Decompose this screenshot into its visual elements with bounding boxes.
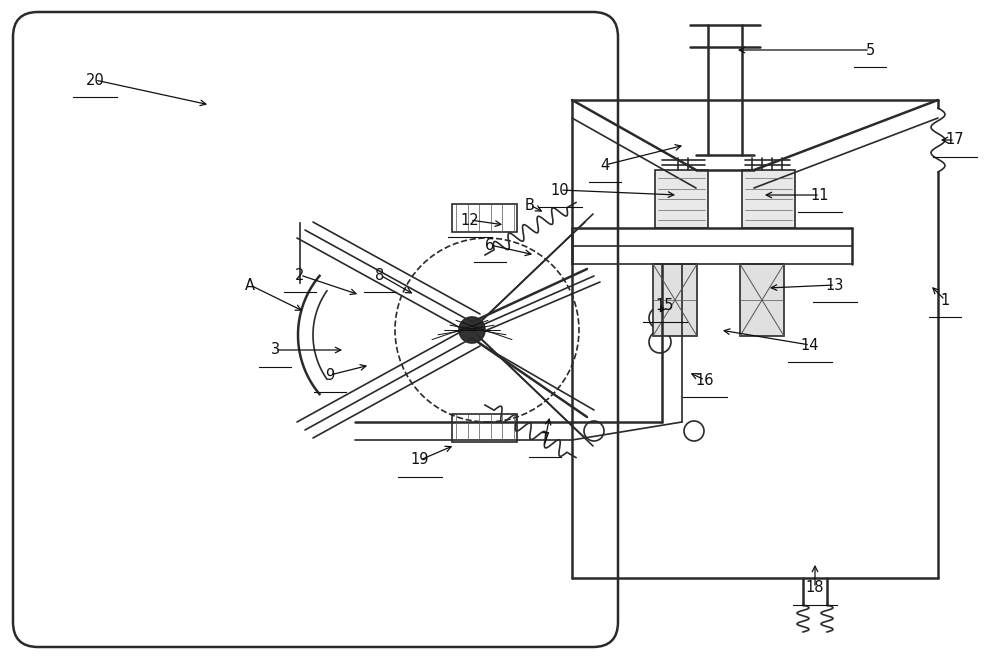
- Text: 8: 8: [375, 267, 385, 282]
- Text: A: A: [245, 277, 255, 292]
- Circle shape: [459, 317, 485, 343]
- Bar: [742, 170, 795, 228]
- Text: 20: 20: [86, 73, 104, 88]
- Text: 1: 1: [940, 292, 950, 308]
- Text: 14: 14: [801, 337, 819, 352]
- Bar: [655, 170, 708, 228]
- Text: 16: 16: [696, 372, 714, 387]
- Text: B: B: [525, 197, 535, 213]
- Text: 5: 5: [865, 42, 875, 57]
- Bar: [452, 414, 517, 442]
- Text: 17: 17: [946, 133, 964, 147]
- Bar: [452, 204, 517, 232]
- Text: 2: 2: [295, 267, 305, 282]
- Text: 12: 12: [461, 213, 479, 228]
- Bar: [653, 264, 697, 336]
- Text: 7: 7: [540, 432, 550, 447]
- Bar: [740, 264, 784, 336]
- Text: 11: 11: [811, 187, 829, 203]
- Text: 19: 19: [411, 453, 429, 467]
- Text: 4: 4: [600, 158, 610, 172]
- Text: 10: 10: [551, 183, 569, 197]
- Text: 9: 9: [325, 368, 335, 383]
- Text: 15: 15: [656, 298, 674, 312]
- Text: 13: 13: [826, 277, 844, 292]
- Text: 3: 3: [270, 343, 280, 358]
- Text: 6: 6: [485, 238, 495, 253]
- Text: 18: 18: [806, 581, 824, 595]
